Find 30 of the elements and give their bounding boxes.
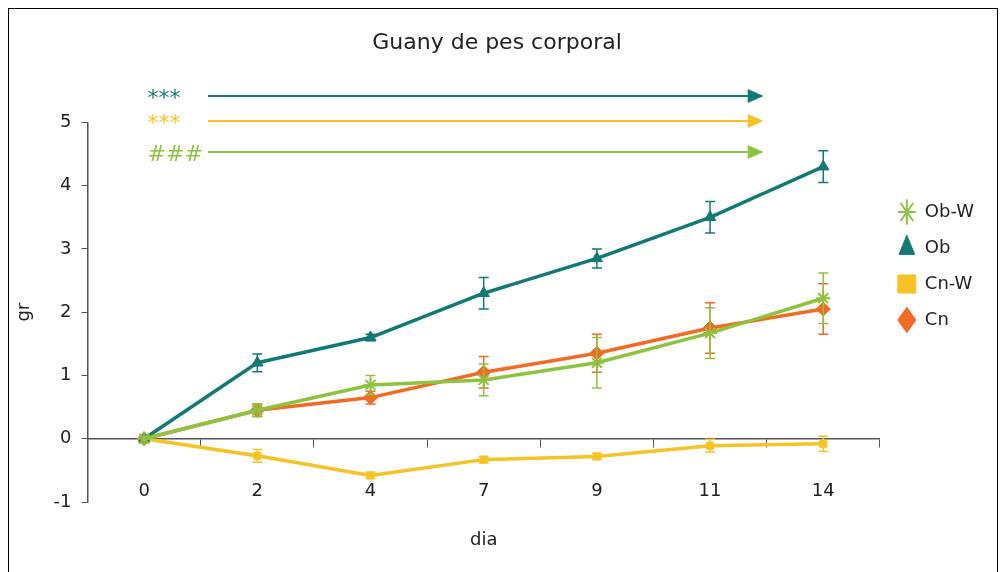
legend-label: Cn xyxy=(924,307,949,329)
x-tick-label: 4 xyxy=(364,479,377,501)
x-tick-label: 14 xyxy=(811,479,835,501)
y-tick-label: 3 xyxy=(60,236,72,258)
point xyxy=(817,159,830,171)
y-tick-label: 5 xyxy=(60,110,72,132)
y-axis-title: gr xyxy=(12,302,34,322)
y-tick-label: 0 xyxy=(60,426,72,448)
legend-label: Cn-W xyxy=(924,271,973,293)
point xyxy=(815,290,832,307)
annotation: *** xyxy=(147,110,181,135)
x-tick-label: 2 xyxy=(251,479,264,501)
x-tick-label: 9 xyxy=(591,479,603,501)
point xyxy=(477,286,490,297)
x-tick-label: 0 xyxy=(138,479,150,501)
point xyxy=(588,354,605,371)
legend-label: Ob-W xyxy=(924,199,975,221)
x-tick-label: 11 xyxy=(698,479,722,501)
chart-title: Guany de pes corporal xyxy=(372,28,622,54)
point xyxy=(251,355,264,367)
annotation: ### xyxy=(147,141,203,166)
y-tick-label: 2 xyxy=(60,299,72,321)
y-tick-label: 1 xyxy=(60,363,72,385)
x-axis-title: dia xyxy=(469,527,498,549)
legend-label: Ob xyxy=(924,235,951,257)
point xyxy=(702,325,719,342)
x-tick-label: 7 xyxy=(477,479,490,501)
y-tick-label: -1 xyxy=(53,489,72,511)
text: *** xyxy=(147,85,181,110)
y-tick-label: 4 xyxy=(60,173,72,195)
